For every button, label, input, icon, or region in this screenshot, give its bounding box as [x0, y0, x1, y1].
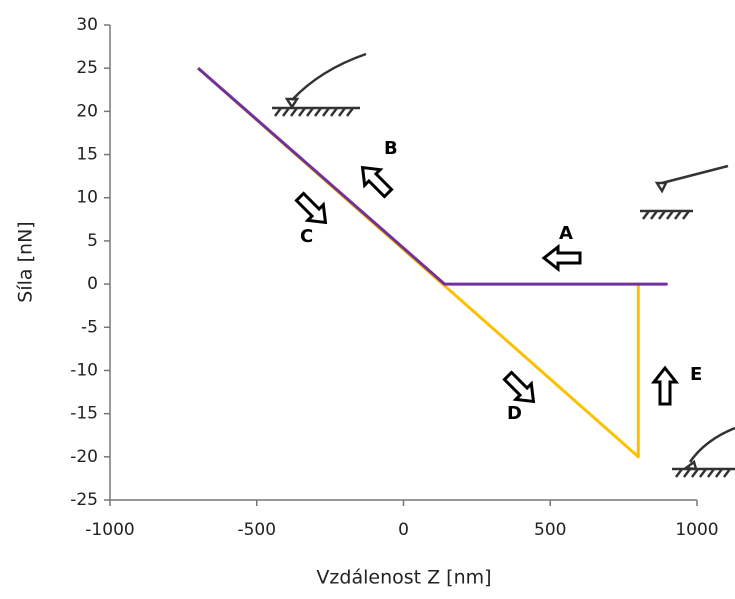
arrow — [502, 370, 536, 404]
annotation: B — [384, 138, 398, 159]
y-tick-label: 5 — [87, 231, 98, 251]
cantilever-icon — [272, 52, 367, 117]
arrow — [294, 191, 328, 225]
arrow — [541, 243, 582, 273]
cantilever-icon — [640, 164, 729, 220]
annotation: C — [300, 226, 313, 247]
y-tick-label: 10 — [76, 188, 98, 208]
data-line — [197, 67, 668, 286]
x-tick-label: -500 — [237, 520, 276, 540]
x-tick-label: 0 — [398, 520, 409, 540]
x-tick-label: -1000 — [85, 520, 134, 540]
annotation: A — [559, 223, 573, 244]
y-tick-label: -25 — [70, 490, 98, 510]
y-tick-label: 30 — [76, 15, 98, 35]
x-axis-title: Vzdálenost Z [nm] — [316, 567, 491, 589]
x-tick-label: 1000 — [675, 520, 718, 540]
cantilever-icon — [672, 426, 735, 478]
y-tick-label: -20 — [70, 447, 98, 467]
arrow — [360, 165, 394, 199]
plot-area: -25 -20 -15 -10 -5 0 5 10 15 20 25 30 -1000 -500 0 500 1… — [70, 15, 718, 540]
y-tick-label: -5 — [81, 317, 98, 337]
y-tick-label: -15 — [70, 404, 98, 424]
annotation: D — [507, 403, 522, 424]
x-tick-label: 500 — [534, 520, 566, 540]
y-tick-label: 15 — [76, 145, 98, 165]
annotation: E — [690, 364, 702, 385]
y-tick-label: -10 — [70, 360, 98, 380]
y-tick-label: 20 — [76, 101, 98, 121]
arrow — [650, 365, 680, 406]
y-axis-title: Síla [nN] — [15, 221, 37, 302]
y-tick-label: 25 — [76, 58, 98, 78]
y-tick-label: 0 — [87, 274, 98, 294]
